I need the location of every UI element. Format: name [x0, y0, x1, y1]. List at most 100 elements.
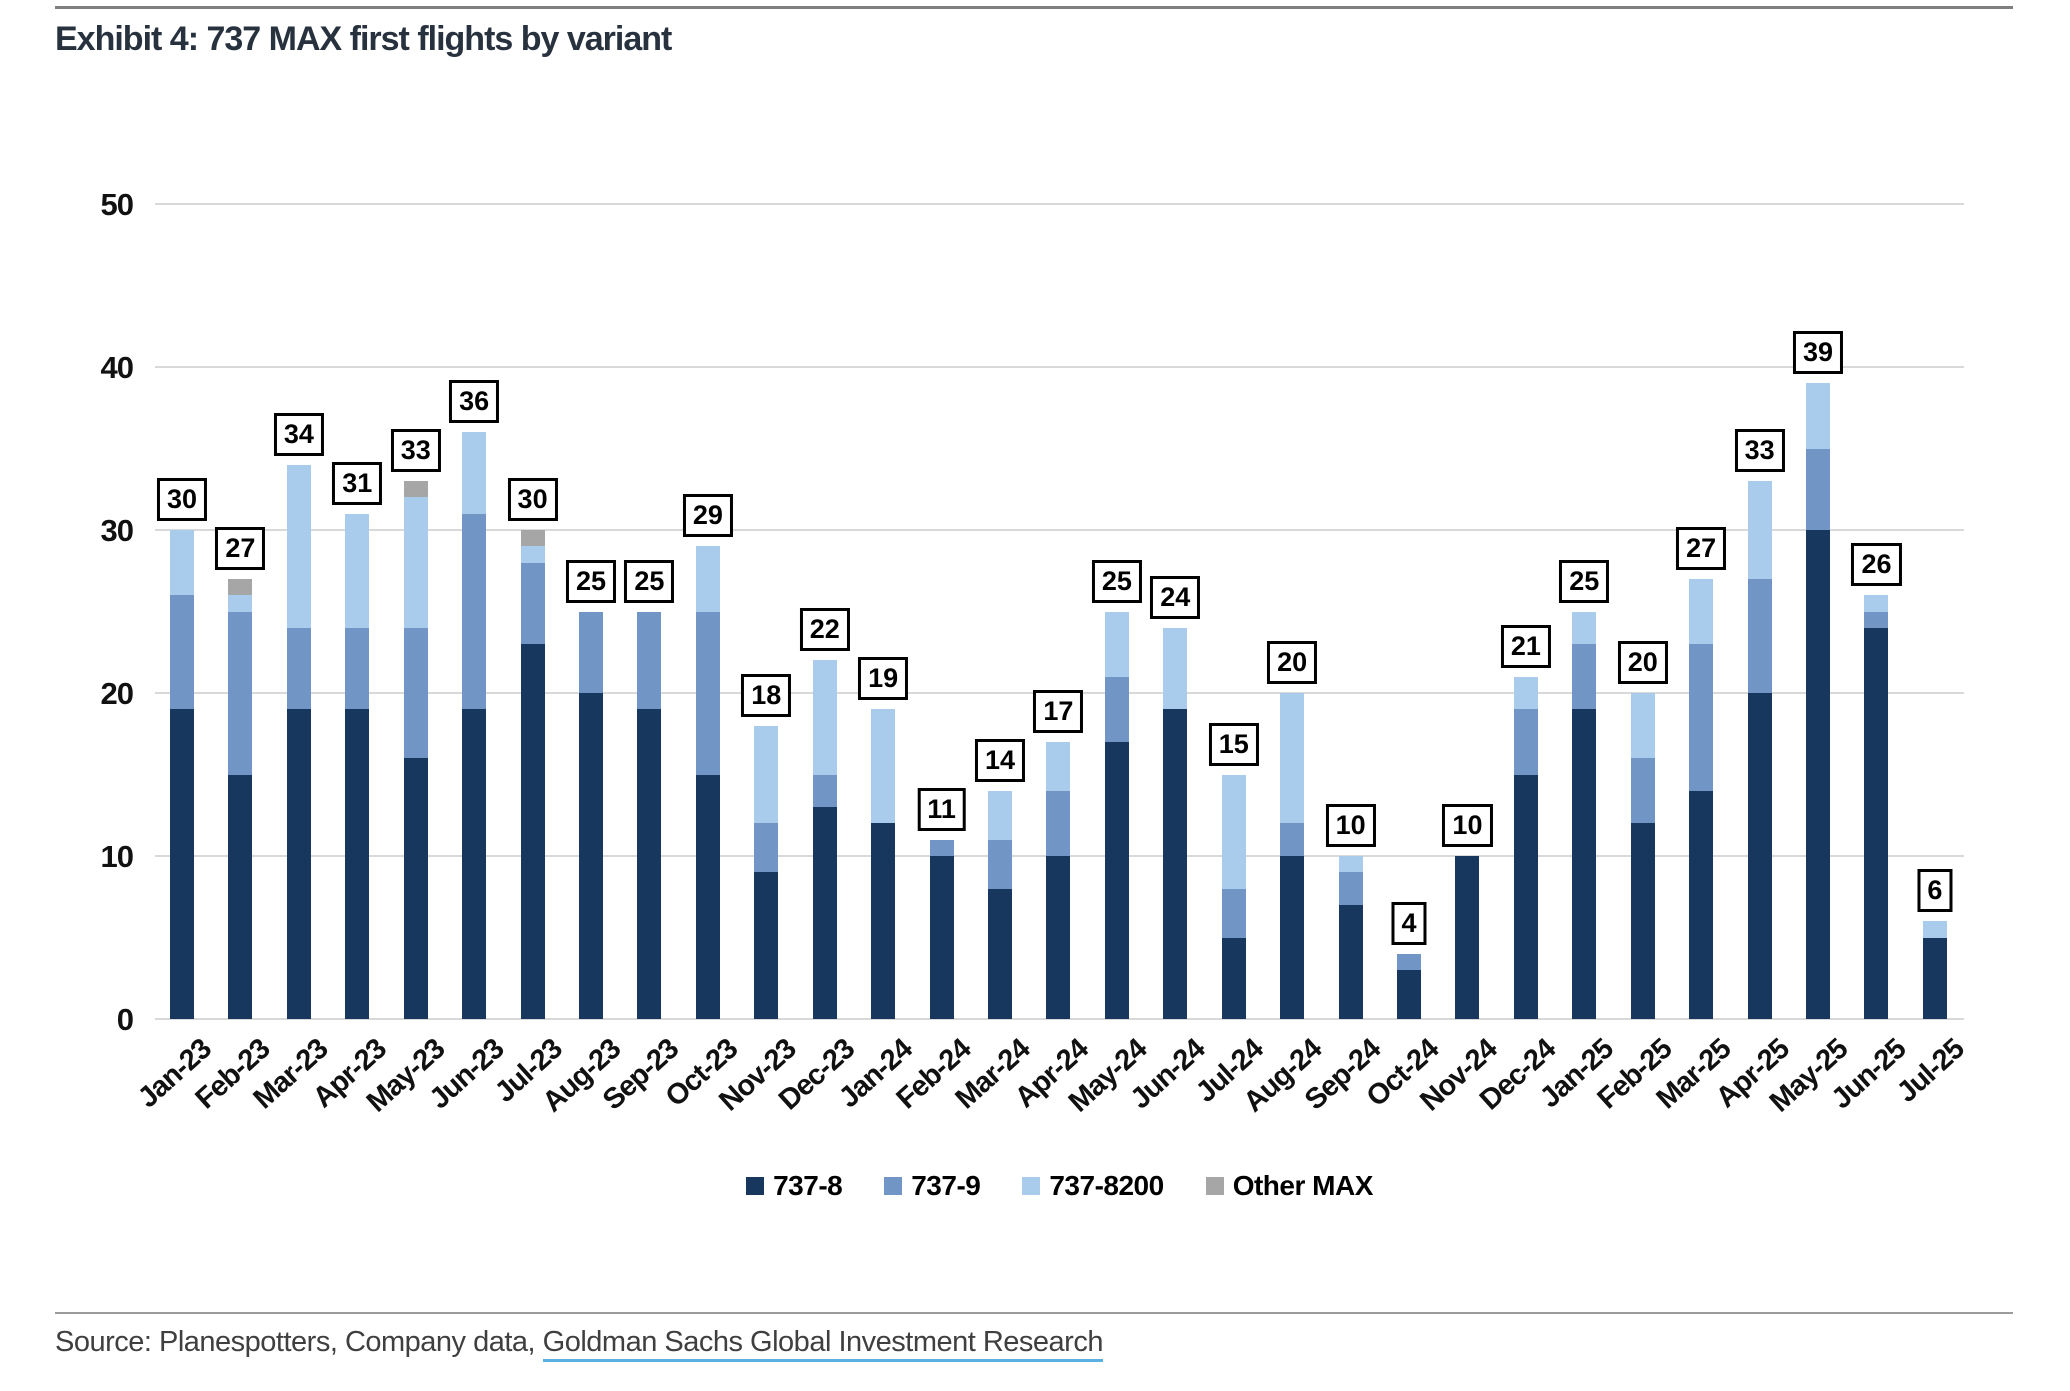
bar-segment-737-9 — [695, 611, 720, 775]
bar-total-label: 26 — [1851, 543, 1902, 587]
bar-segment-737-9 — [637, 611, 662, 710]
bar-segment-737-8 — [1455, 856, 1480, 1019]
bar-segment-737-8200 — [871, 709, 896, 824]
bar-total-label: 31 — [332, 461, 383, 505]
bar-segment-737-8200 — [1864, 595, 1889, 612]
source-note: Source: Planespotters, Company data, Gol… — [55, 1326, 1103, 1362]
bar-total-label: 20 — [1267, 641, 1318, 684]
bar-segment-737-8 — [754, 872, 779, 1019]
bar-Jan-24 — [871, 709, 896, 1019]
bar-segment-737-8200 — [695, 546, 720, 612]
bar-segment-737-8 — [286, 709, 311, 1019]
bar-Feb-25 — [1630, 693, 1655, 1019]
bar-segment-737-9 — [1630, 758, 1655, 824]
bar-segment-737-9 — [228, 611, 253, 775]
legend: 737-8 737-9 737-8200 Other MAX — [155, 1170, 1964, 1202]
bar-total-label: 4 — [1391, 901, 1427, 945]
bar-total-label: 29 — [682, 494, 733, 538]
bar-segment-737-8 — [170, 709, 194, 1019]
bar-segment-737-8200 — [286, 464, 311, 628]
bar-total-label: 21 — [1500, 624, 1551, 668]
bar-segment-737-8200 — [1046, 741, 1071, 791]
bar-Apr-24 — [1046, 741, 1071, 1019]
bar-Nov-23 — [754, 725, 779, 1019]
bar-segment-737-8200 — [754, 725, 779, 824]
bar-segment-737-8200 — [1104, 611, 1129, 677]
bar-total-label: 30 — [156, 478, 208, 521]
bar-May-23 — [403, 481, 428, 1019]
bar-segment-737-9 — [462, 513, 487, 710]
legend-item-737-8200: 737-8200 — [1022, 1170, 1164, 1202]
bar-segment-737-9 — [1338, 872, 1363, 905]
legend-swatch-737-8200 — [1022, 1177, 1041, 1195]
legend-swatch-737-8 — [746, 1177, 765, 1195]
bar-segment-737-8200 — [1689, 578, 1714, 645]
gridline-0 — [155, 1018, 1964, 1020]
bar-segment-737-8 — [462, 709, 487, 1019]
legend-swatch-737-9 — [884, 1177, 903, 1195]
bar-segment-Other MAX — [403, 481, 428, 498]
bar-May-25 — [1806, 383, 1831, 1019]
bar-segment-737-9 — [1104, 676, 1129, 742]
bar-segment-737-9 — [812, 774, 837, 808]
bar-Jun-25 — [1864, 595, 1889, 1019]
legend-swatch-Other MAX — [1205, 1177, 1224, 1195]
bar-segment-737-8 — [1689, 790, 1714, 1019]
bar-total-label: 19 — [858, 657, 909, 701]
bar-total-label: 36 — [449, 380, 500, 424]
bar-Mar-24 — [988, 790, 1013, 1019]
bar-total-label: 14 — [974, 738, 1026, 782]
bar-segment-737-8 — [520, 644, 545, 1019]
bar-Mar-23 — [286, 464, 311, 1019]
bar-segment-737-8 — [345, 709, 370, 1019]
bar-Jun-23 — [462, 432, 487, 1019]
bar-total-label: 15 — [1208, 722, 1259, 766]
bar-Dec-24 — [1513, 676, 1538, 1019]
bar-total-label: 18 — [741, 673, 792, 717]
bar-Feb-23 — [228, 578, 253, 1019]
bar-segment-737-8 — [1513, 774, 1538, 1019]
bar-total-label: 25 — [565, 559, 617, 603]
bar-May-24 — [1104, 611, 1129, 1019]
bar-segment-737-8 — [637, 709, 662, 1019]
bar-total-label: 11 — [917, 787, 966, 831]
bar-segment-737-9 — [1864, 611, 1889, 628]
bar-segment-737-8 — [1630, 823, 1655, 1019]
bar-total-label: 33 — [390, 429, 441, 473]
gridline-50 — [155, 203, 1964, 205]
bar-Dec-23 — [812, 660, 837, 1019]
bar-segment-737-9 — [1572, 644, 1597, 710]
gridline-40 — [155, 366, 1964, 368]
bar-Mar-25 — [1689, 578, 1714, 1019]
bar-segment-737-8 — [871, 823, 896, 1019]
bar-segment-737-9 — [1513, 709, 1538, 775]
bar-segment-737-8200 — [1338, 856, 1363, 873]
bar-segment-737-8200 — [1513, 676, 1538, 710]
bar-Nov-24 — [1455, 856, 1480, 1019]
bar-segment-737-9 — [1280, 823, 1305, 856]
bar-total-label: 25 — [1091, 559, 1142, 603]
legend-label-737-9: 737-9 — [911, 1170, 981, 1201]
y-tick-label-30: 30 — [100, 513, 134, 548]
bar-total-label: 10 — [1442, 804, 1493, 847]
bar-segment-737-8200 — [1922, 921, 1947, 938]
bar-segment-737-8 — [1864, 627, 1889, 1019]
bar-segment-737-8 — [1806, 530, 1831, 1019]
y-tick-label-10: 10 — [100, 839, 134, 874]
top-divider-line — [55, 6, 2013, 9]
bar-segment-737-8200 — [812, 660, 837, 775]
bar-segment-737-9 — [579, 611, 603, 693]
plot-area: 0 10 20 30 40 50 30 Jan-23 27 Feb-23 34 Mar-23 31 Apr… — [101, 187, 1971, 1119]
source-link[interactable]: Goldman Sachs Global Investment Research — [542, 1326, 1103, 1362]
bar-segment-737-9 — [403, 627, 428, 759]
bar-segment-737-9 — [345, 627, 370, 710]
bar-segment-737-8200 — [1280, 693, 1305, 824]
legend-label-737-8: 737-8 — [773, 1170, 843, 1201]
bar-total-label: 27 — [215, 526, 266, 570]
bar-segment-Other MAX — [520, 530, 545, 547]
legend-item-737-9: 737-9 — [884, 1170, 981, 1202]
bar-Feb-24 — [929, 839, 954, 1019]
bottom-divider-line — [55, 1312, 2013, 1314]
bar-total-label: 20 — [1617, 641, 1668, 684]
